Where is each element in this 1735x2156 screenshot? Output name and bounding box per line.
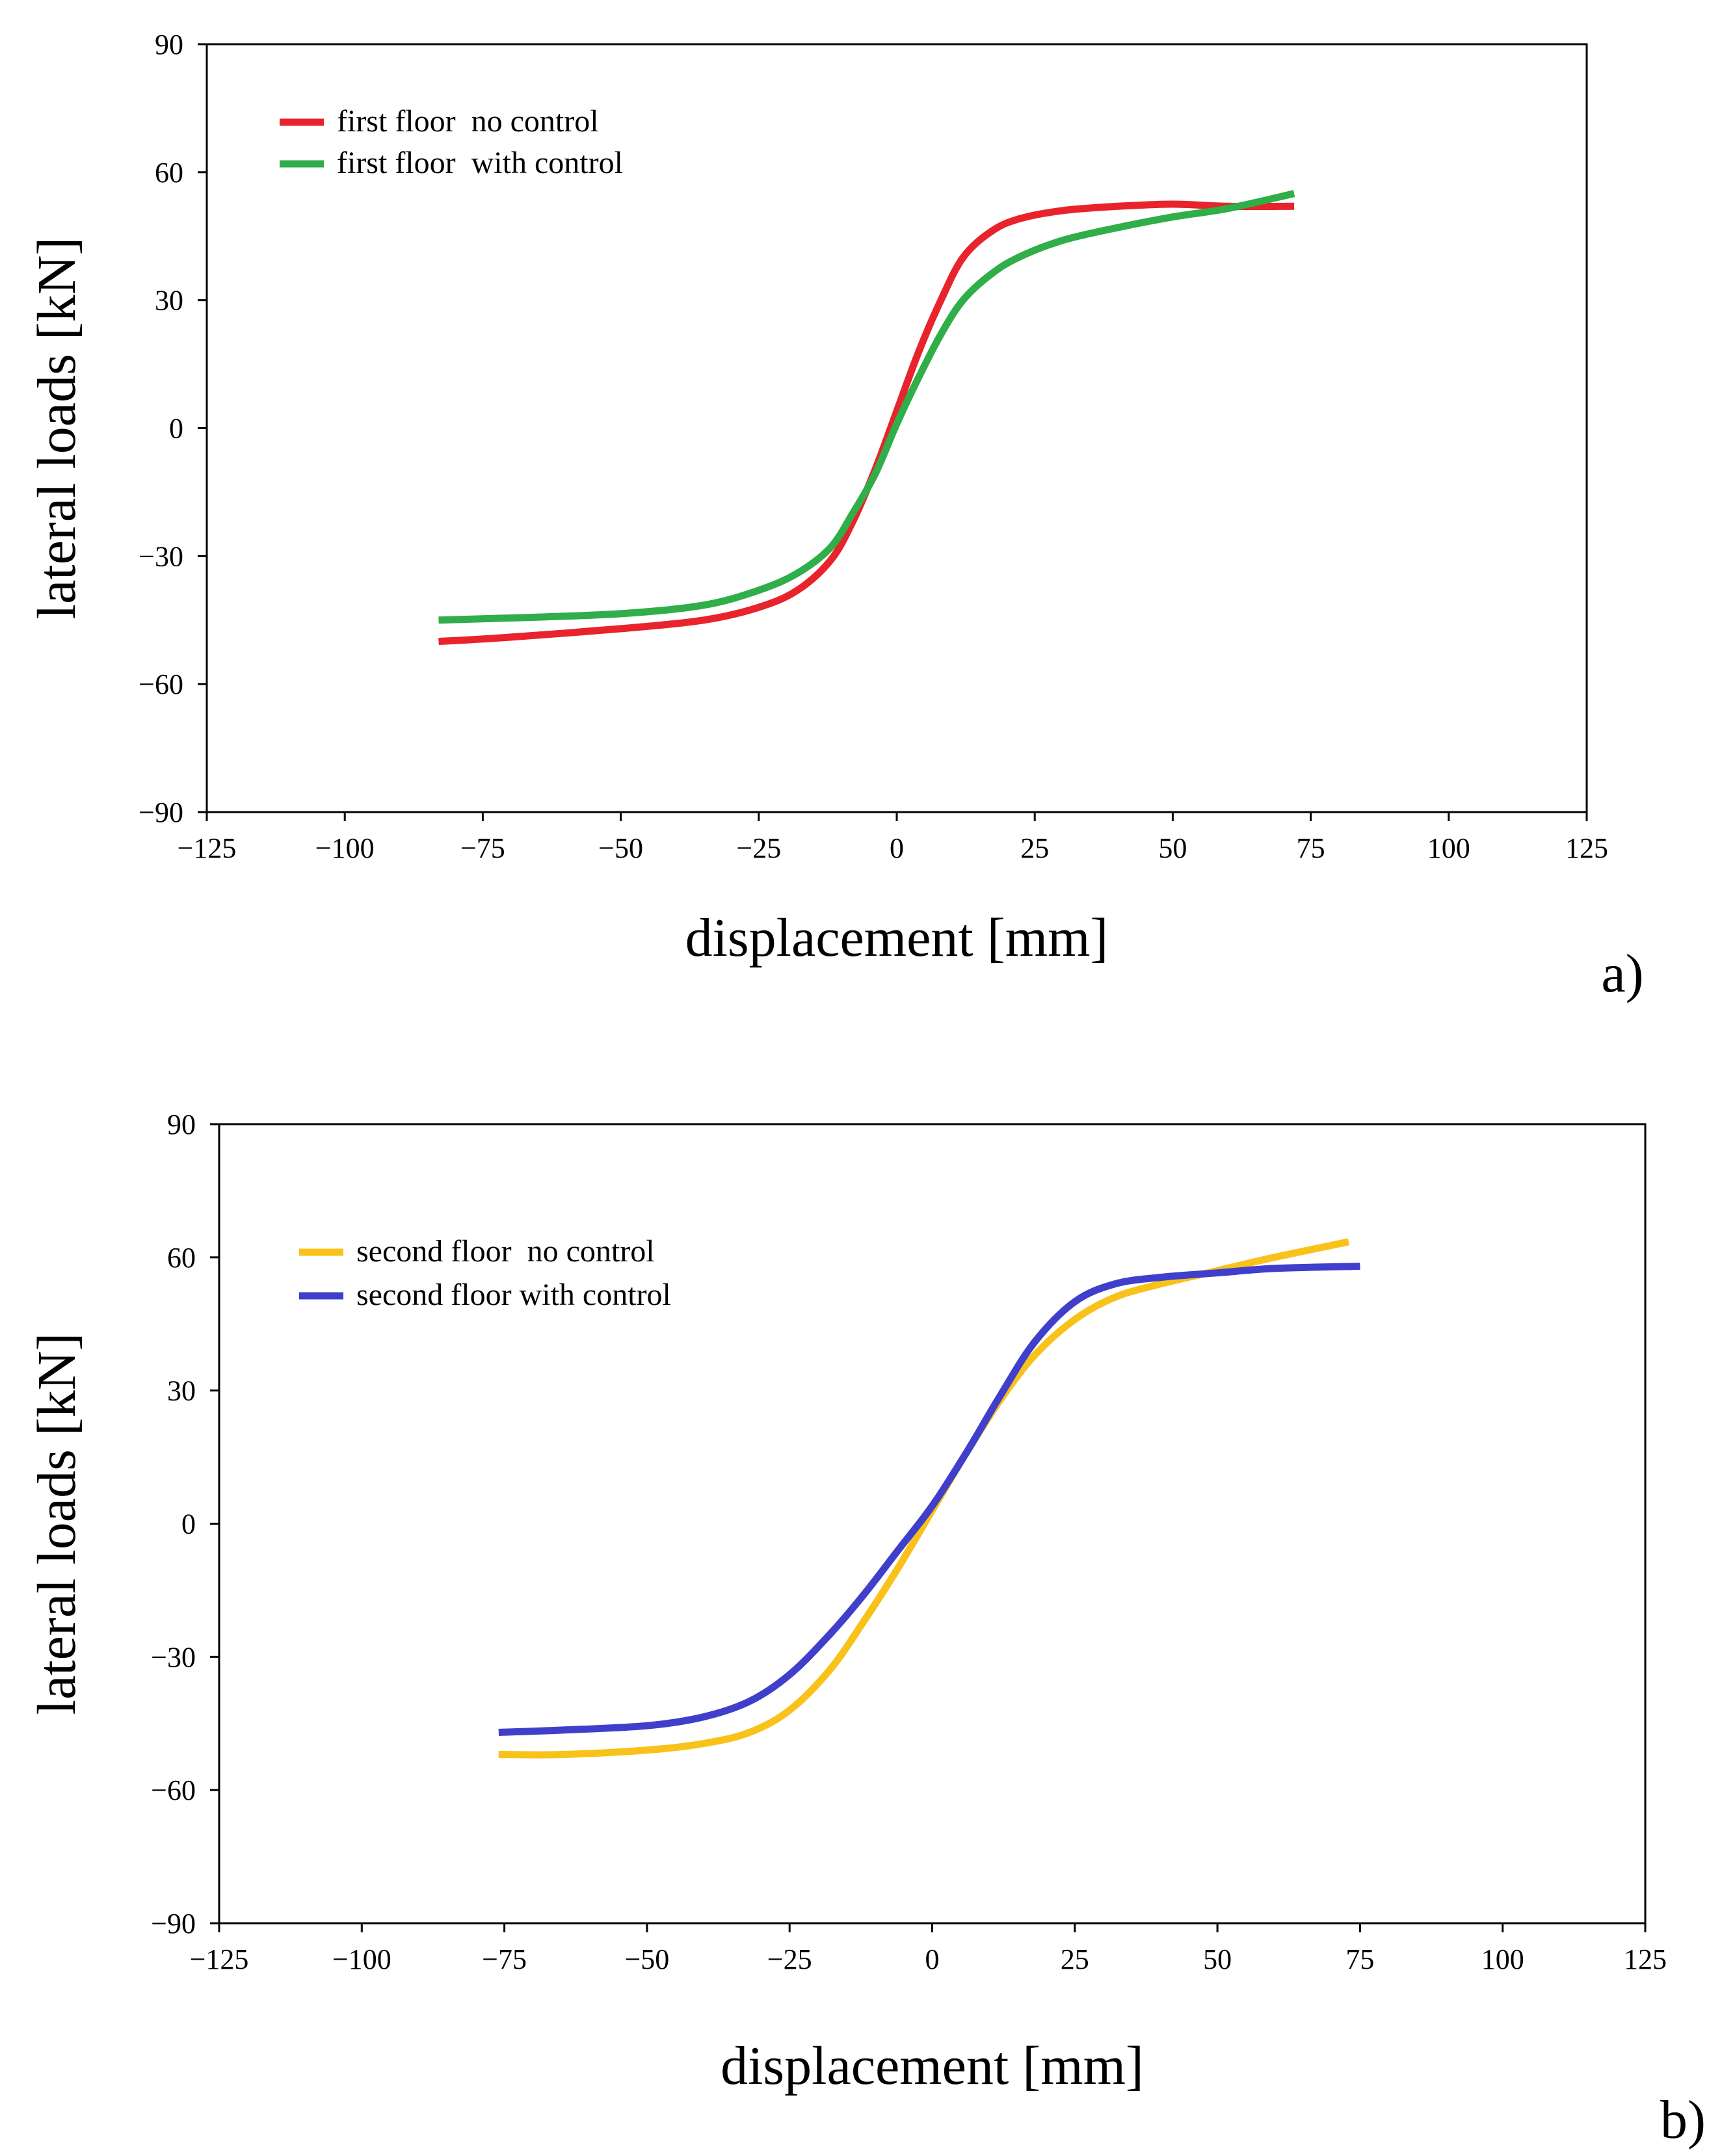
series-line-2 [498, 1263, 1360, 1736]
y-tick-label: −30 [139, 540, 183, 572]
x-tick-label: 100 [1481, 1943, 1524, 1975]
legend-label-2: first floor with control [337, 146, 623, 180]
x-tick-label: −75 [460, 832, 505, 864]
y-tick-label: 90 [167, 1109, 196, 1140]
series-line-1 [438, 200, 1295, 646]
y-axis-title: lateral loads [kN] [27, 237, 87, 620]
x-tick-label: 0 [925, 1943, 940, 1975]
legend-label-2: second floor with control [356, 1278, 671, 1312]
y-tick-label: 0 [181, 1508, 196, 1540]
x-tick-label: 50 [1158, 832, 1187, 864]
x-tick-label: 75 [1345, 1943, 1374, 1975]
y-tick-label: 30 [155, 285, 183, 317]
x-tick-label: −125 [178, 832, 237, 864]
x-tick-label: −100 [332, 1943, 391, 1975]
series-line-1 [498, 1238, 1350, 1759]
x-tick-label: 75 [1297, 832, 1325, 864]
x-tick-label: −125 [190, 1943, 249, 1975]
x-axis-title: displacement [mm] [685, 908, 1109, 968]
x-tick-label: 25 [1061, 1943, 1089, 1975]
legend-label-1: first floor no control [337, 104, 599, 138]
y-tick-label: −90 [139, 796, 183, 828]
x-tick-label: −50 [624, 1943, 669, 1975]
panel-a: −125 −100 −75 −50 −25 0 25 50 75 100 125 90 60 30 0 −30… [27, 29, 1644, 1004]
x-tick-label: 125 [1624, 1943, 1667, 1975]
x-tick-label: 125 [1565, 832, 1608, 864]
x-axis-title: displacement [mm] [721, 2036, 1144, 2096]
x-tick-label: −50 [598, 832, 643, 864]
series-line-2 [438, 190, 1295, 624]
panel-label: b) [1660, 2090, 1706, 2150]
y-tick-label: 0 [169, 413, 183, 445]
x-tick-label: 0 [890, 832, 904, 864]
y-tick-label: 30 [167, 1375, 196, 1407]
x-tick-label: −100 [315, 832, 375, 864]
x-tick-label: −25 [767, 1943, 812, 1975]
x-tick-label: −75 [482, 1943, 527, 1975]
y-tick-label: −90 [151, 1908, 196, 1939]
y-tick-label: −60 [139, 668, 183, 700]
y-tick-label: 60 [155, 157, 183, 189]
panel-b: −125 −100 −75 −50 −25 0 25 50 75 100 125 90 60 30 0 −30… [27, 1109, 1706, 2150]
y-axis-title: lateral loads [kN] [27, 1333, 87, 1715]
x-tick-label: −25 [736, 832, 781, 864]
y-tick-label: −60 [151, 1774, 196, 1806]
x-tick-label: 100 [1427, 832, 1470, 864]
y-tick-label: 90 [155, 29, 183, 60]
panel-label: a) [1601, 943, 1643, 1004]
x-tick-label: 25 [1020, 832, 1049, 864]
y-tick-label: 60 [167, 1242, 196, 1274]
x-tick-label: 50 [1203, 1943, 1232, 1975]
legend-label-1: second floor no control [356, 1234, 655, 1269]
y-tick-label: −30 [151, 1641, 196, 1673]
